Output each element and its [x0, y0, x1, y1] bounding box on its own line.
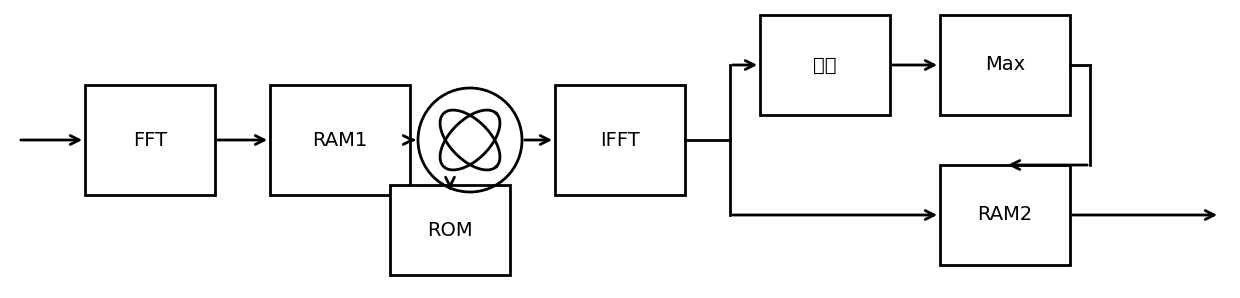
- Bar: [940, 15, 1070, 115]
- Bar: [940, 165, 1070, 265]
- Text: IFFT: IFFT: [600, 131, 640, 150]
- Text: RAM2: RAM2: [977, 206, 1033, 224]
- Bar: [760, 15, 890, 115]
- Bar: [556, 85, 684, 195]
- Bar: [270, 85, 410, 195]
- Text: Max: Max: [985, 55, 1025, 74]
- Bar: [86, 85, 215, 195]
- Text: ROM: ROM: [428, 221, 472, 240]
- Bar: [391, 185, 510, 275]
- Text: RAM1: RAM1: [312, 131, 367, 150]
- Text: FFT: FFT: [133, 131, 167, 150]
- Text: 取模: 取模: [813, 55, 837, 74]
